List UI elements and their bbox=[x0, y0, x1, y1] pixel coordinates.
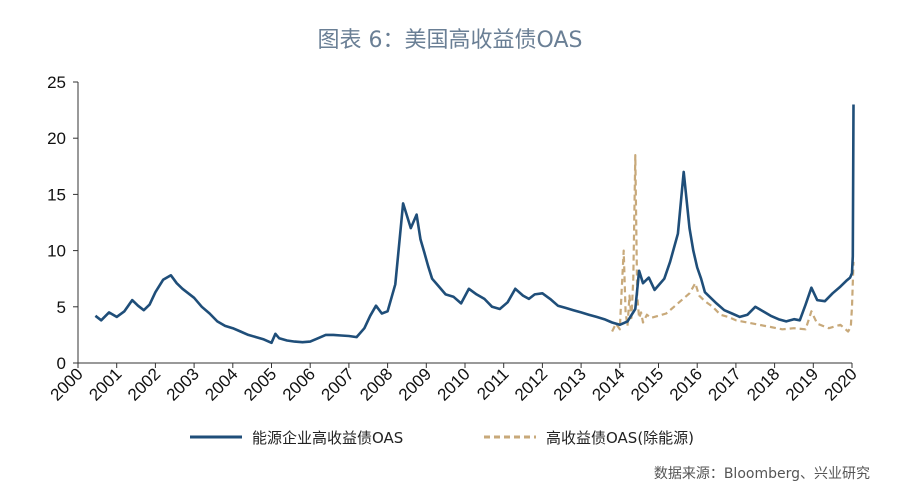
x-tick-label: 2011 bbox=[473, 364, 512, 403]
x-tick-label: 2012 bbox=[511, 364, 551, 404]
y-tick-label: 5 bbox=[57, 298, 66, 317]
x-tick-label: 2014 bbox=[588, 364, 628, 404]
x-tick-label: 2008 bbox=[356, 364, 396, 404]
x-tick-label: 2004 bbox=[201, 364, 241, 404]
x-tick-label: 2000 bbox=[47, 364, 87, 404]
legend-label-ex-energy: 高收益债OAS(除能源) bbox=[546, 429, 694, 447]
axes: 0510152025200020012002200320042005200620… bbox=[47, 73, 861, 405]
x-tick-label: 2015 bbox=[627, 364, 667, 404]
x-tick-label: 2013 bbox=[550, 364, 590, 404]
x-tick-label: 2020 bbox=[821, 364, 861, 404]
series-line-ex-energy bbox=[611, 154, 855, 333]
y-tick-label: 10 bbox=[47, 242, 66, 261]
x-tick-label: 2016 bbox=[666, 364, 706, 404]
y-tick-label: 25 bbox=[47, 73, 66, 92]
chart-title: 图表 6：美国高收益债OAS bbox=[317, 28, 583, 53]
y-tick-label: 20 bbox=[47, 129, 66, 148]
x-tick-label: 2002 bbox=[124, 364, 164, 404]
data-lines bbox=[94, 104, 855, 345]
x-tick-label: 2010 bbox=[434, 364, 474, 404]
x-tick-label: 2006 bbox=[279, 364, 319, 404]
series-line-energy bbox=[94, 104, 855, 345]
x-tick-label: 2018 bbox=[743, 364, 783, 404]
y-tick-label: 15 bbox=[47, 185, 66, 204]
legend: 能源企业高收益债OAS 高收益债OAS(除能源) bbox=[190, 429, 694, 447]
source-note: 数据来源：Bloomberg、兴业研究 bbox=[653, 466, 870, 482]
x-tick-label: 2007 bbox=[318, 364, 358, 404]
x-tick-label: 2019 bbox=[782, 364, 822, 404]
x-tick-label: 2003 bbox=[163, 364, 203, 404]
x-tick-label: 2005 bbox=[240, 364, 280, 404]
x-tick-label: 2017 bbox=[705, 364, 745, 404]
x-tick-label: 2001 bbox=[85, 364, 125, 404]
x-tick-label: 2009 bbox=[395, 364, 435, 404]
legend-label-energy: 能源企业高收益债OAS bbox=[252, 429, 403, 447]
y-tick-label: 0 bbox=[57, 354, 66, 373]
